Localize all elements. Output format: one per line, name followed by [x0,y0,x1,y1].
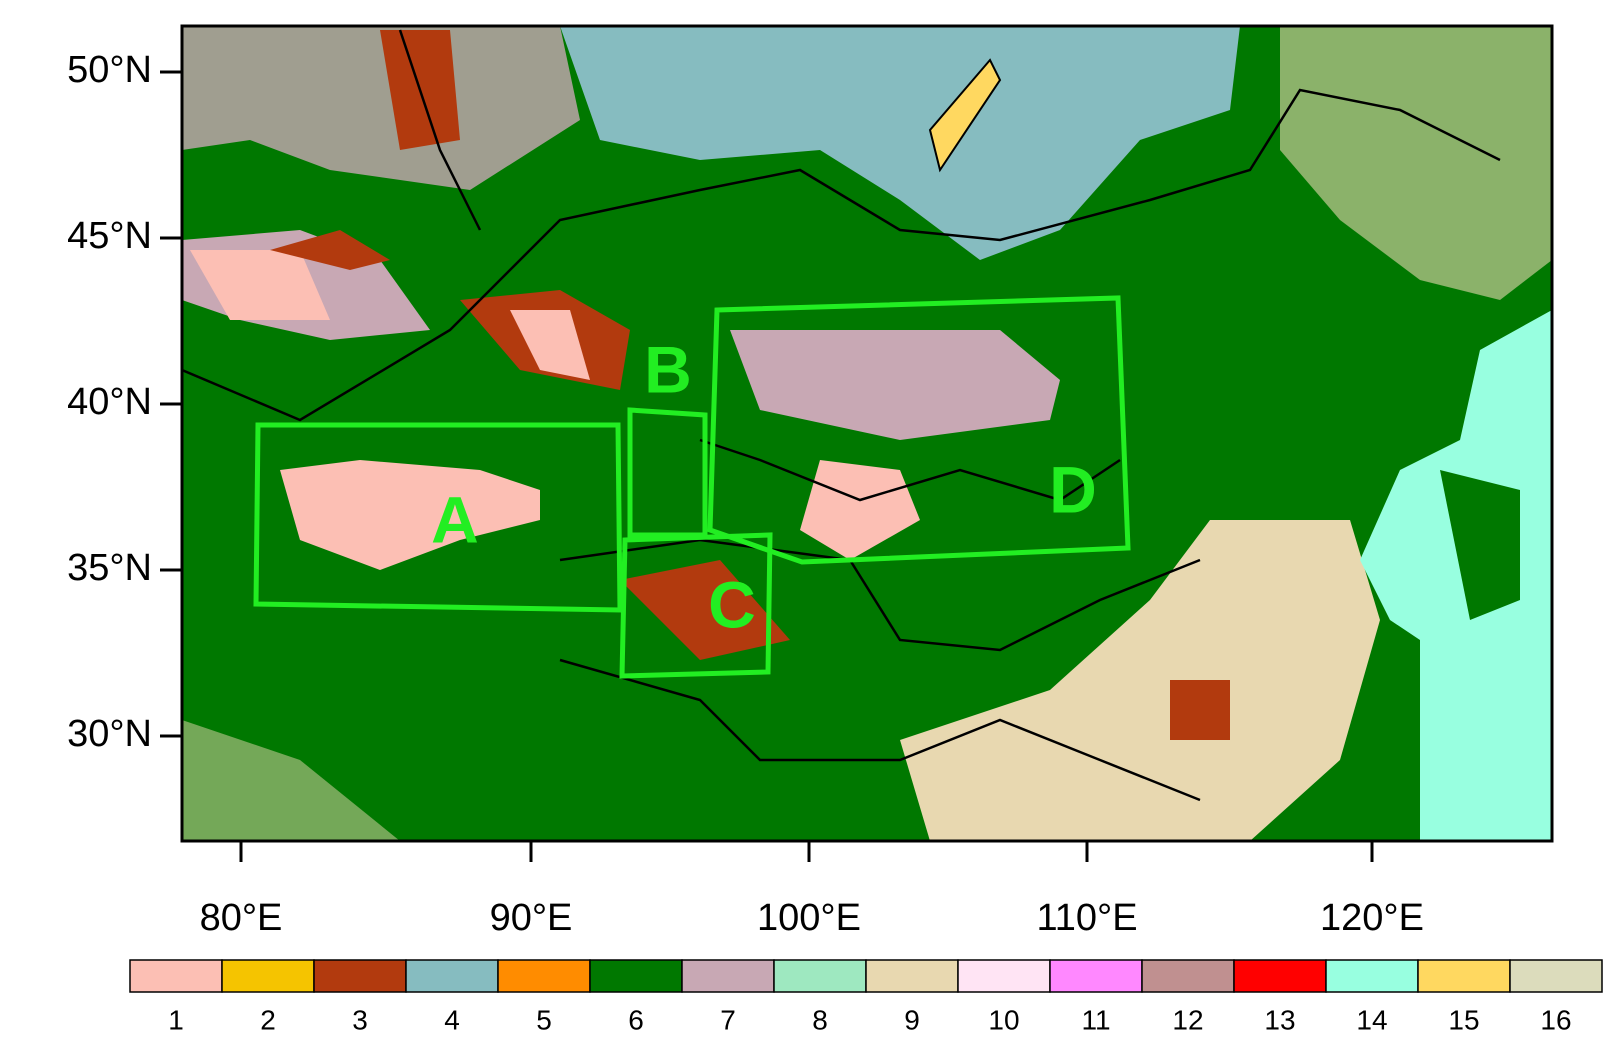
lat-label: 50°N [67,49,152,91]
legend-label: 15 [1448,1004,1479,1035]
legend-label: 10 [988,1004,1019,1035]
legend-swatch [865,959,959,993]
region-label: B [644,332,692,406]
legend-swatch [221,959,315,993]
lat-label: 40°N [67,381,152,423]
region-label: C [708,567,756,641]
legend-label: 3 [352,1004,368,1035]
legend-label: 6 [628,1004,644,1035]
land-cover-map [182,26,1552,841]
lat-label: 45°N [67,215,152,257]
region-label: A [431,482,479,556]
legend-label: 9 [904,1004,920,1035]
legend-label: 4 [444,1004,460,1035]
legend-swatch [1141,959,1235,993]
legend-label: 11 [1081,1004,1110,1035]
legend-swatch [1049,959,1143,993]
lon-label: 110°E [1036,897,1137,939]
legend-swatch [405,959,499,993]
region-box [253,422,623,613]
legend-swatch [957,959,1051,993]
legend-label: 1 [168,1004,184,1035]
legend-label: 2 [260,1004,276,1035]
lon-label: 90°E [490,897,573,939]
lon-label: 120°E [1320,897,1424,939]
lon-label: 80°E [200,897,283,939]
legend-swatch [1233,959,1327,993]
legend-swatch [313,959,407,993]
legend-swatch [589,959,683,993]
legend-swatch [1509,959,1603,993]
legend-swatch [497,959,591,993]
legend-swatch [129,959,223,993]
legend-label: 13 [1264,1004,1295,1035]
legend-label: 16 [1540,1004,1571,1035]
lat-label: 35°N [67,547,152,589]
legend-swatch [1325,959,1419,993]
legend-swatch [773,959,867,993]
lat-label: 30°N [67,713,152,755]
legend-swatch [681,959,775,993]
legend-label: 7 [720,1004,736,1035]
map-frame [180,24,1554,843]
region-box [707,295,1131,565]
lon-label: 100°E [757,897,861,939]
legend-label: 5 [536,1004,552,1035]
legend-label: 8 [812,1004,828,1035]
legend-label: 12 [1172,1004,1203,1035]
legend-label: 14 [1356,1004,1387,1035]
region-label: D [1049,452,1097,526]
legend-swatch [1417,959,1511,993]
